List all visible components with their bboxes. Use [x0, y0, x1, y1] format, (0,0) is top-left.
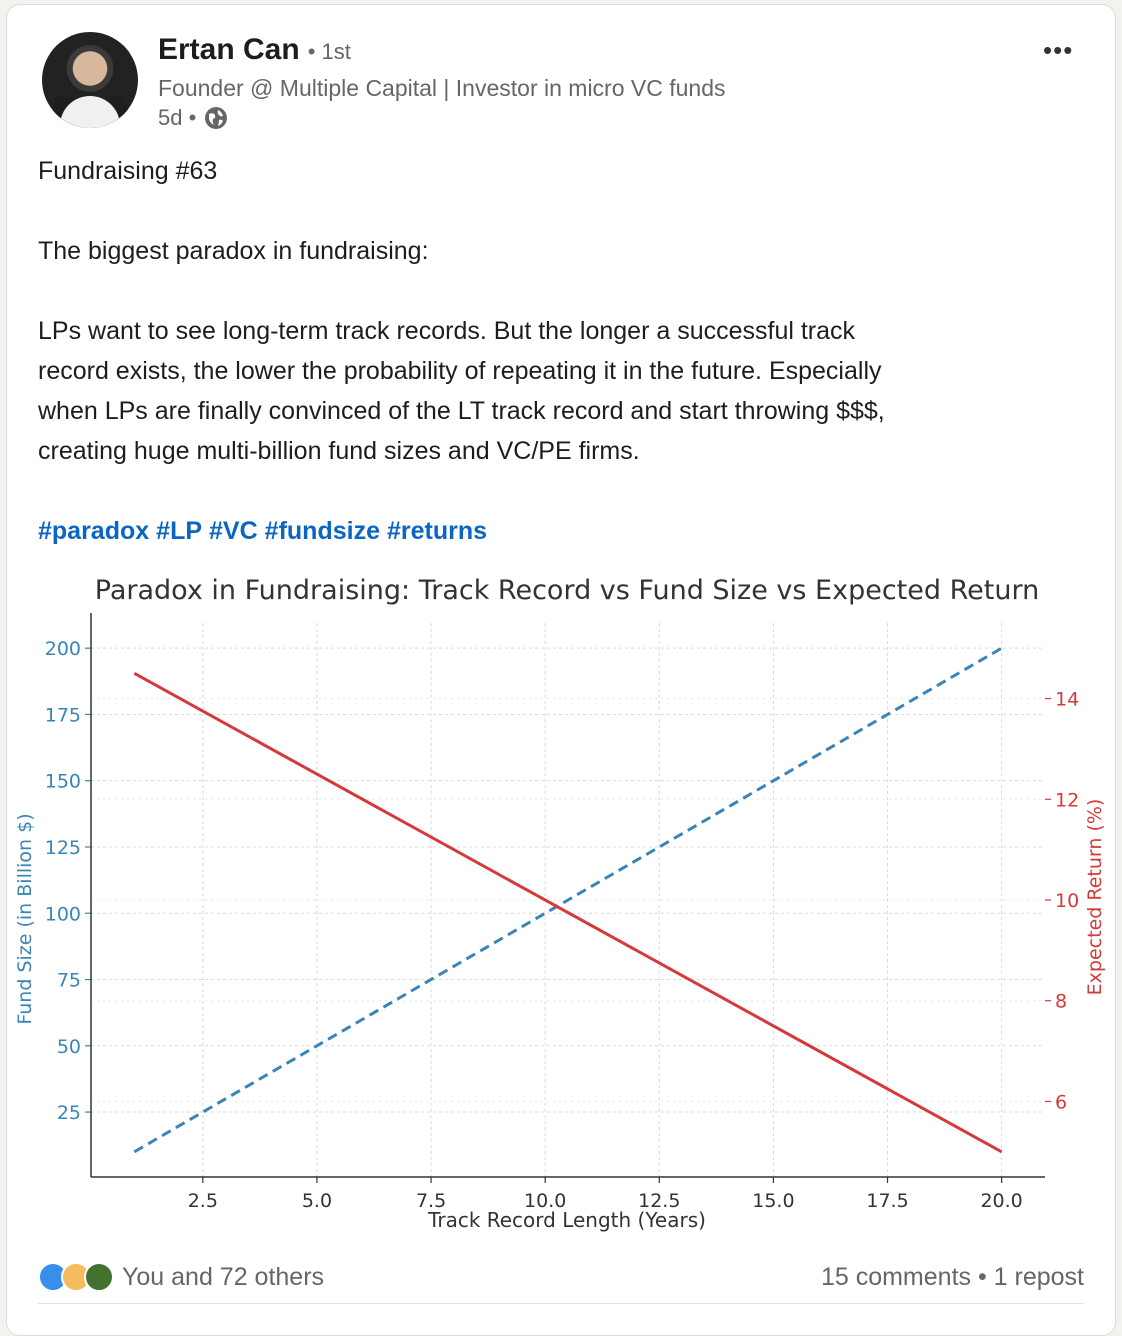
y-left-tick-label: 25: [57, 1102, 81, 1124]
reactions-text: You and 72 others: [122, 1262, 325, 1291]
y-right-tick-label: 6: [1055, 1091, 1067, 1113]
x-tick-label: 2.5: [188, 1190, 218, 1212]
support-icon: [84, 1262, 114, 1292]
post-text-line: The biggest paradox in fundraising:: [38, 237, 429, 265]
y-left-tick-label: 75: [57, 970, 81, 992]
post-body-line: when LPs are finally convinced of the LT…: [38, 397, 885, 425]
reactions-summary[interactable]: You and 72 others: [38, 1262, 324, 1292]
y-left-tick-label: 150: [45, 771, 81, 793]
post-meta: 5d •: [158, 105, 228, 131]
expected-return-line: [133, 672, 1003, 1154]
author-row: Ertan Can • 1st: [158, 33, 351, 67]
author-name[interactable]: Ertan Can: [158, 33, 300, 66]
x-tick-label: 7.5: [416, 1190, 446, 1212]
post-body-line: creating huge multi-billion fund sizes a…: [38, 437, 640, 465]
post-time: 5d •: [158, 105, 197, 130]
hashtag-link[interactable]: #fundsize: [264, 517, 380, 545]
y-axis-right-label: Expected Return (%): [1084, 799, 1106, 996]
social-counts: You and 72 others 15 comments • 1 repost: [38, 1257, 1084, 1297]
post-body-line: LPs want to see long-term track records.…: [38, 317, 856, 345]
y-left-tick-label: 100: [45, 903, 81, 925]
y-axis-left-label: Fund Size (in Billion $): [14, 813, 36, 1024]
post-card: Ertan Can • 1st Founder @ Multiple Capit…: [6, 4, 1116, 1336]
y-left-tick-label: 200: [45, 638, 81, 660]
chart-title: Paradox in Fundraising: Track Record vs …: [95, 575, 1039, 606]
y-right-tick-label: 12: [1055, 789, 1079, 811]
y-right-tick-label: 10: [1055, 890, 1079, 912]
post-text-line: Fundraising #63: [38, 157, 218, 185]
line-chart: 2.5 5.0 7.5 10.0 12.5 15.0 17.5 20.0 25 50 75 100 12…: [14, 575, 1106, 1232]
divider: [38, 1303, 1084, 1304]
chart-image[interactable]: 2.5 5.0 7.5 10.0 12.5 15.0 17.5 20.0 25 50 75 100 12…: [7, 561, 1115, 1241]
comments-reposts-count[interactable]: 15 comments • 1 repost: [820, 1262, 1084, 1291]
post-body-line: record exists, the lower the probability…: [38, 357, 882, 385]
y-left-tick-label: 50: [57, 1036, 81, 1058]
author-headline: Founder @ Multiple Capital | Investor in…: [158, 75, 726, 101]
x-tick-label: 20.0: [980, 1190, 1022, 1212]
y-left-tick-label: 125: [45, 837, 81, 859]
hashtag-link[interactable]: #LP: [156, 517, 203, 545]
fund-size-line: [133, 646, 1003, 1154]
x-tick-label: 17.5: [866, 1190, 908, 1212]
x-tick-label: 12.5: [638, 1190, 680, 1212]
author-avatar[interactable]: [42, 32, 138, 128]
globe-icon: [205, 107, 228, 129]
hashtags: #paradox #LP #VC #fundsize #returns: [38, 511, 494, 551]
more-options-icon[interactable]: •••: [1043, 35, 1074, 65]
x-tick-label: 5.0: [302, 1190, 332, 1212]
x-tick-label: 10.0: [524, 1190, 566, 1212]
y-right-tick-label: 8: [1055, 991, 1067, 1013]
y-right-tick-label: 14: [1055, 689, 1079, 711]
reaction-icons: [38, 1262, 114, 1292]
x-axis-label: Track Record Length (Years): [427, 1208, 706, 1232]
hashtag-link[interactable]: #returns: [386, 517, 488, 545]
x-tick-label: 15.0: [752, 1190, 794, 1212]
connection-degree: • 1st: [307, 39, 351, 64]
hashtag-link[interactable]: #VC: [209, 517, 258, 545]
hashtag-link[interactable]: #paradox: [38, 517, 150, 545]
y-left-tick-label: 175: [45, 704, 81, 726]
